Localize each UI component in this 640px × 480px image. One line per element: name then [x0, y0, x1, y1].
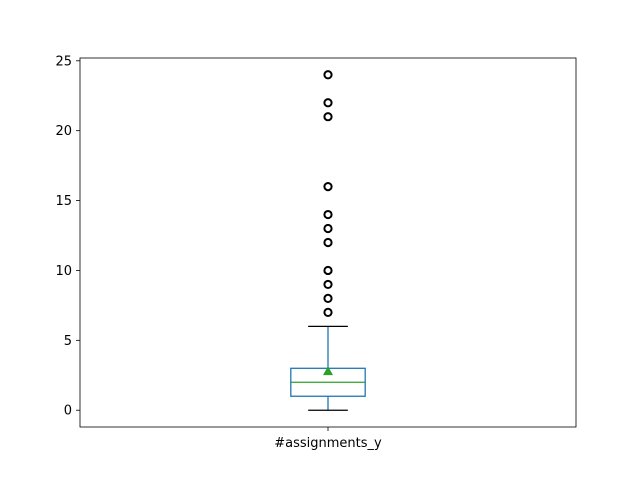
- plot-frame: [79, 57, 577, 428]
- outlier-point: [323, 70, 333, 80]
- y-tick-label: 0: [64, 404, 72, 419]
- y-tick-label: 20: [55, 124, 72, 139]
- y-tick-label: 5: [64, 334, 72, 349]
- outlier-point: [323, 209, 333, 220]
- y-tick-label: 10: [55, 264, 72, 279]
- y-tick-label: 25: [55, 54, 72, 69]
- outlier-point: [323, 265, 333, 276]
- outlier-point: [323, 181, 333, 192]
- axes: #assignments_y 0 5 10 15 20 25: [55, 54, 577, 451]
- outlier-point: [323, 279, 333, 290]
- y-tick-label: 15: [55, 194, 72, 209]
- outlier-point: [323, 112, 333, 122]
- plot-area: [290, 70, 366, 411]
- outlier-point: [323, 293, 333, 304]
- outlier-point: [323, 237, 333, 248]
- x-tick-label: #assignments_y: [274, 436, 382, 451]
- outlier-point: [323, 307, 333, 317]
- outlier-point: [323, 223, 333, 234]
- mean-marker: [323, 366, 333, 376]
- outlier-point: [323, 98, 333, 108]
